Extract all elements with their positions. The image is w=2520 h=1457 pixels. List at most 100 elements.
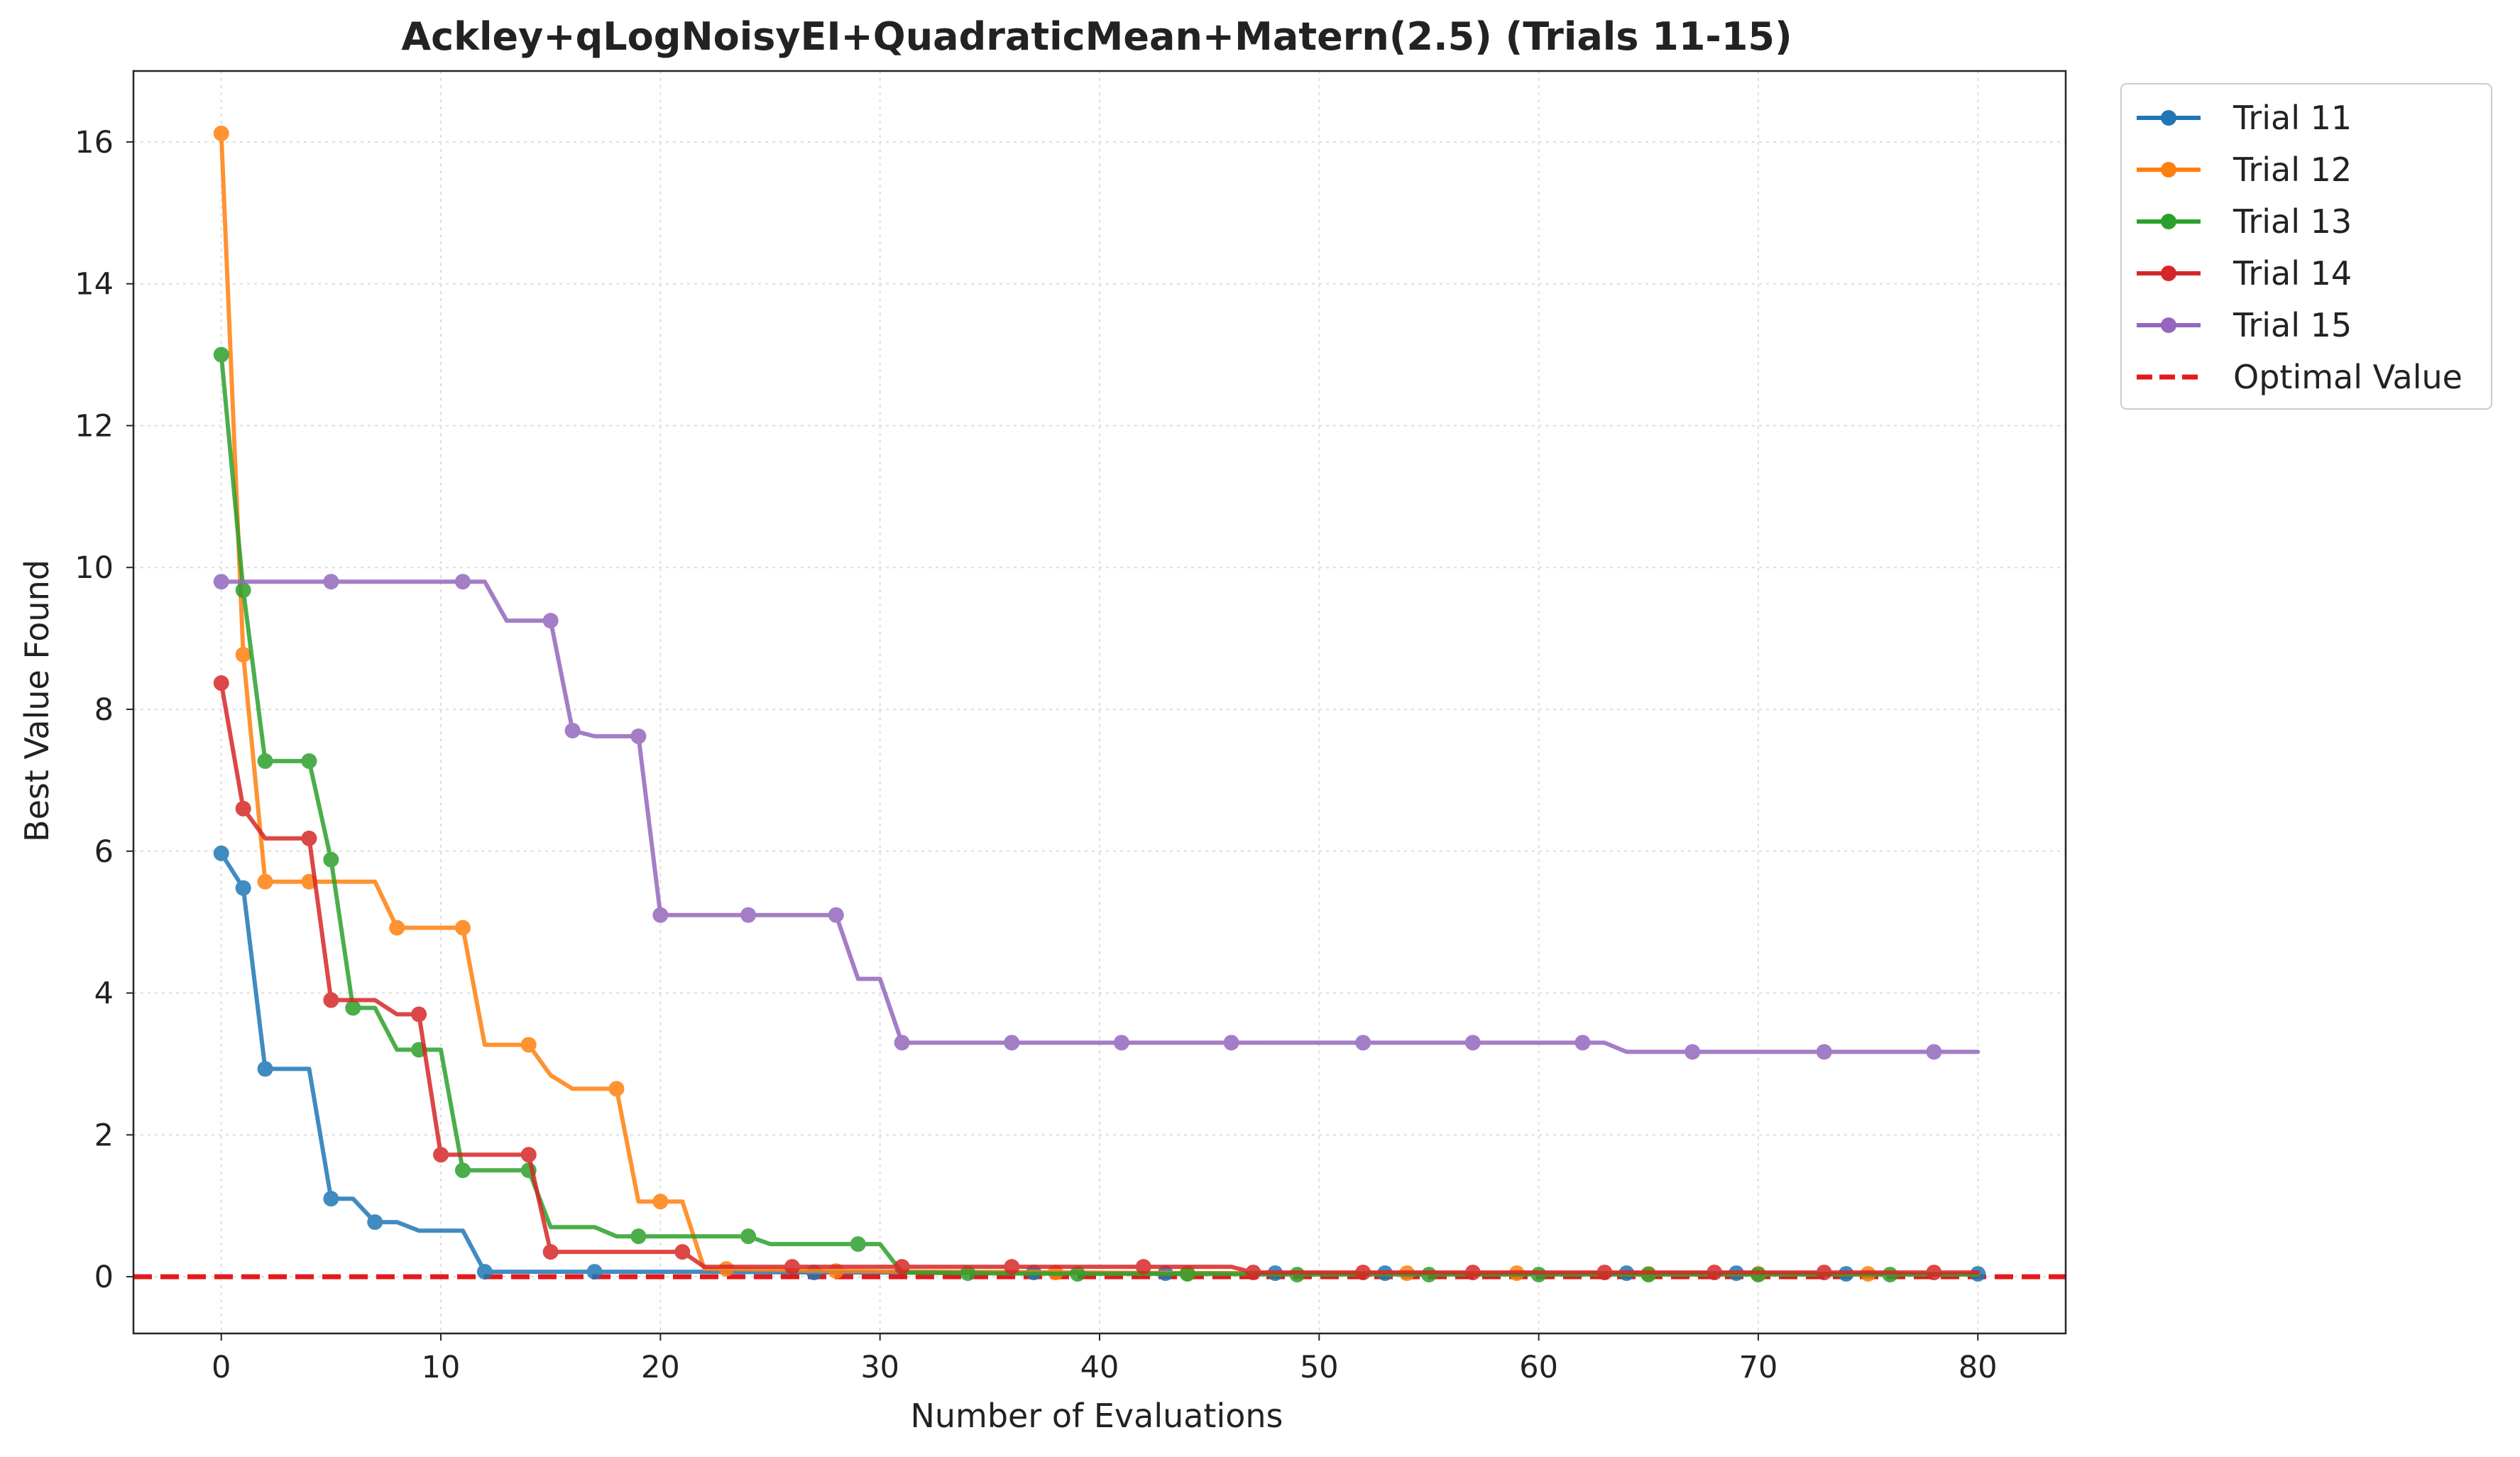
data-point [235,800,251,817]
data-point [213,125,229,141]
data-point [213,845,229,861]
x-axis-label: Number of Evaluations [910,1397,1283,1435]
data-point [1004,1259,1020,1275]
chart-title: Ackley+qLogNoisyEI+QuadraticMean+Matern(… [401,14,1792,59]
x-tick-label: 10 [422,1350,461,1385]
data-point [1926,1044,1942,1060]
data-point [1004,1035,1020,1051]
data-point [564,722,581,738]
series-trial-14 [213,675,1981,1281]
x-tick-label: 50 [1300,1350,1339,1385]
legend-item: Trial 11 [2137,99,2352,137]
data-point [213,574,229,590]
y-tick-label: 0 [94,1260,114,1295]
data-point [520,1037,537,1053]
legend-label: Trial 14 [2233,254,2352,293]
data-point [542,613,559,629]
series-line [219,352,1981,1277]
legend-item: Trial 15 [2137,306,2352,344]
y-tick-label: 4 [94,976,114,1012]
data-point [784,1259,800,1275]
data-point [894,1259,910,1275]
data-point [323,851,339,868]
y-tick-label: 16 [75,125,114,160]
y-tick-label: 2 [94,1118,114,1153]
x-tick-label: 40 [1080,1350,1119,1385]
data-point [454,1162,471,1179]
legend-label: Trial 15 [2233,306,2352,344]
data-point [1816,1265,1832,1281]
data-point [850,1236,866,1253]
data-point [454,920,471,936]
y-tick-label: 6 [94,834,114,870]
x-tick-label: 70 [1739,1350,1778,1385]
data-point [1223,1035,1239,1051]
data-point [235,880,251,896]
y-tick-label: 8 [94,692,114,728]
data-point [411,1006,427,1022]
data-point [213,675,229,692]
series-line [219,681,1981,1275]
legend-label: Trial 13 [2233,202,2352,241]
data-point [323,992,339,1008]
legend-marker [2161,266,2176,281]
data-point [586,1264,603,1280]
data-point [213,346,229,363]
y-tick-label: 10 [75,550,114,586]
data-point [1355,1035,1371,1051]
data-point [1596,1265,1613,1281]
legend-item: Trial 14 [2137,254,2352,293]
y-tick-label: 12 [75,408,114,444]
legend-label: Trial 12 [2233,151,2352,189]
data-point [1707,1265,1723,1281]
data-point [1135,1259,1151,1275]
data-point [301,830,317,846]
legend-marker [2161,162,2176,178]
data-point [1464,1035,1481,1051]
data-point [235,582,251,599]
data-point [608,1081,625,1097]
axis-ticks: 0 10 20 30 40 50 60 70 80 0 2 4 6 8 10 12 14 16 [75,125,1997,1385]
data-point [1245,1265,1261,1281]
data-point [1574,1035,1591,1051]
legend-item: Trial 13 [2137,202,2352,241]
data-point [1070,1266,1086,1282]
data-point [1355,1265,1371,1281]
legend-label: Trial 11 [2233,99,2352,137]
data-point [367,1214,383,1230]
legend-label: Optimal Value [2233,358,2463,396]
data-point [718,1261,735,1277]
data-point [674,1244,691,1260]
grid [133,71,2066,1333]
data-point [1464,1265,1481,1281]
data-point [960,1265,976,1282]
data-point [257,753,273,769]
legend-item: Optimal Value [2137,358,2463,396]
series-group [213,125,1986,1283]
y-axis-label: Best Value Found [18,560,56,842]
data-point [301,753,317,769]
data-point [1926,1265,1942,1281]
data-point [542,1244,559,1260]
x-tick-label: 30 [860,1350,899,1385]
data-point [257,1061,273,1077]
data-point [740,1228,757,1245]
x-tick-label: 20 [641,1350,680,1385]
data-point [1113,1035,1129,1051]
data-point [323,1191,339,1207]
legend-marker [2161,110,2176,126]
data-point [454,574,471,590]
data-point [389,920,405,936]
data-point [345,1000,361,1016]
x-tick-label: 80 [1959,1350,1998,1385]
data-point [894,1035,910,1051]
data-point [740,907,757,923]
legend-marker [2161,214,2176,229]
data-point [1684,1044,1701,1060]
data-point [652,907,669,923]
series-line [219,579,1981,1054]
data-point [476,1264,493,1280]
legend-marker [2161,317,2176,333]
series-trial-13 [213,346,1981,1283]
